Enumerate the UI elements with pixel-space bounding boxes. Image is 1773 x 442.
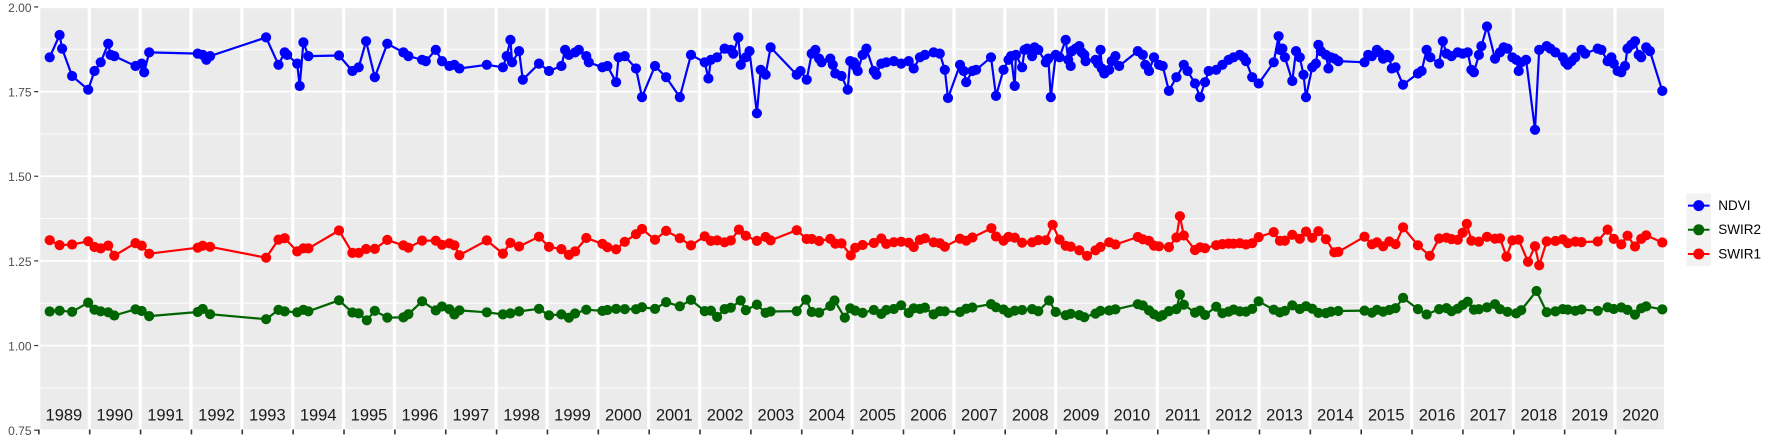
svg-text:2013: 2013 bbox=[1266, 407, 1303, 425]
svg-text:2007: 2007 bbox=[961, 407, 998, 425]
svg-text:2001: 2001 bbox=[656, 407, 693, 425]
svg-text:2016: 2016 bbox=[1419, 407, 1456, 425]
svg-text:2002: 2002 bbox=[707, 407, 744, 425]
svg-text:2011: 2011 bbox=[1165, 407, 1200, 425]
svg-text:2020: 2020 bbox=[1622, 407, 1659, 425]
svg-text:2014: 2014 bbox=[1317, 407, 1354, 425]
svg-text:2005: 2005 bbox=[859, 407, 896, 425]
svg-text:2019: 2019 bbox=[1571, 407, 1608, 425]
svg-text:1.75: 1.75 bbox=[8, 86, 32, 100]
svg-text:1996: 1996 bbox=[402, 407, 439, 425]
svg-text:1995: 1995 bbox=[351, 407, 388, 425]
svg-text:NDVI: NDVI bbox=[1718, 198, 1750, 213]
svg-text:2018: 2018 bbox=[1520, 407, 1557, 425]
svg-text:1994: 1994 bbox=[300, 407, 337, 425]
svg-text:1993: 1993 bbox=[249, 407, 286, 425]
svg-text:2009: 2009 bbox=[1063, 407, 1100, 425]
svg-text:2006: 2006 bbox=[910, 407, 947, 425]
svg-text:1997: 1997 bbox=[452, 407, 489, 425]
svg-text:2003: 2003 bbox=[758, 407, 795, 425]
svg-text:1991: 1991 bbox=[147, 407, 184, 425]
svg-text:SWIR2: SWIR2 bbox=[1718, 222, 1761, 237]
svg-text:2000: 2000 bbox=[605, 407, 642, 425]
svg-text:1989: 1989 bbox=[46, 407, 83, 425]
svg-text:1998: 1998 bbox=[503, 407, 540, 425]
svg-text:2010: 2010 bbox=[1114, 407, 1151, 425]
svg-text:2008: 2008 bbox=[1012, 407, 1049, 425]
svg-text:0.75: 0.75 bbox=[8, 424, 32, 438]
svg-text:SWIR1: SWIR1 bbox=[1718, 246, 1761, 261]
svg-text:1999: 1999 bbox=[554, 407, 591, 425]
svg-text:2012: 2012 bbox=[1215, 407, 1252, 425]
svg-text:2017: 2017 bbox=[1470, 407, 1507, 425]
svg-text:2015: 2015 bbox=[1368, 407, 1405, 425]
svg-text:1.00: 1.00 bbox=[8, 340, 32, 354]
svg-text:1990: 1990 bbox=[96, 407, 133, 425]
svg-text:2.00: 2.00 bbox=[8, 1, 32, 15]
svg-text:2004: 2004 bbox=[808, 407, 845, 425]
svg-text:1.25: 1.25 bbox=[8, 255, 32, 269]
svg-text:1.50: 1.50 bbox=[8, 170, 32, 184]
svg-text:1992: 1992 bbox=[198, 407, 235, 425]
